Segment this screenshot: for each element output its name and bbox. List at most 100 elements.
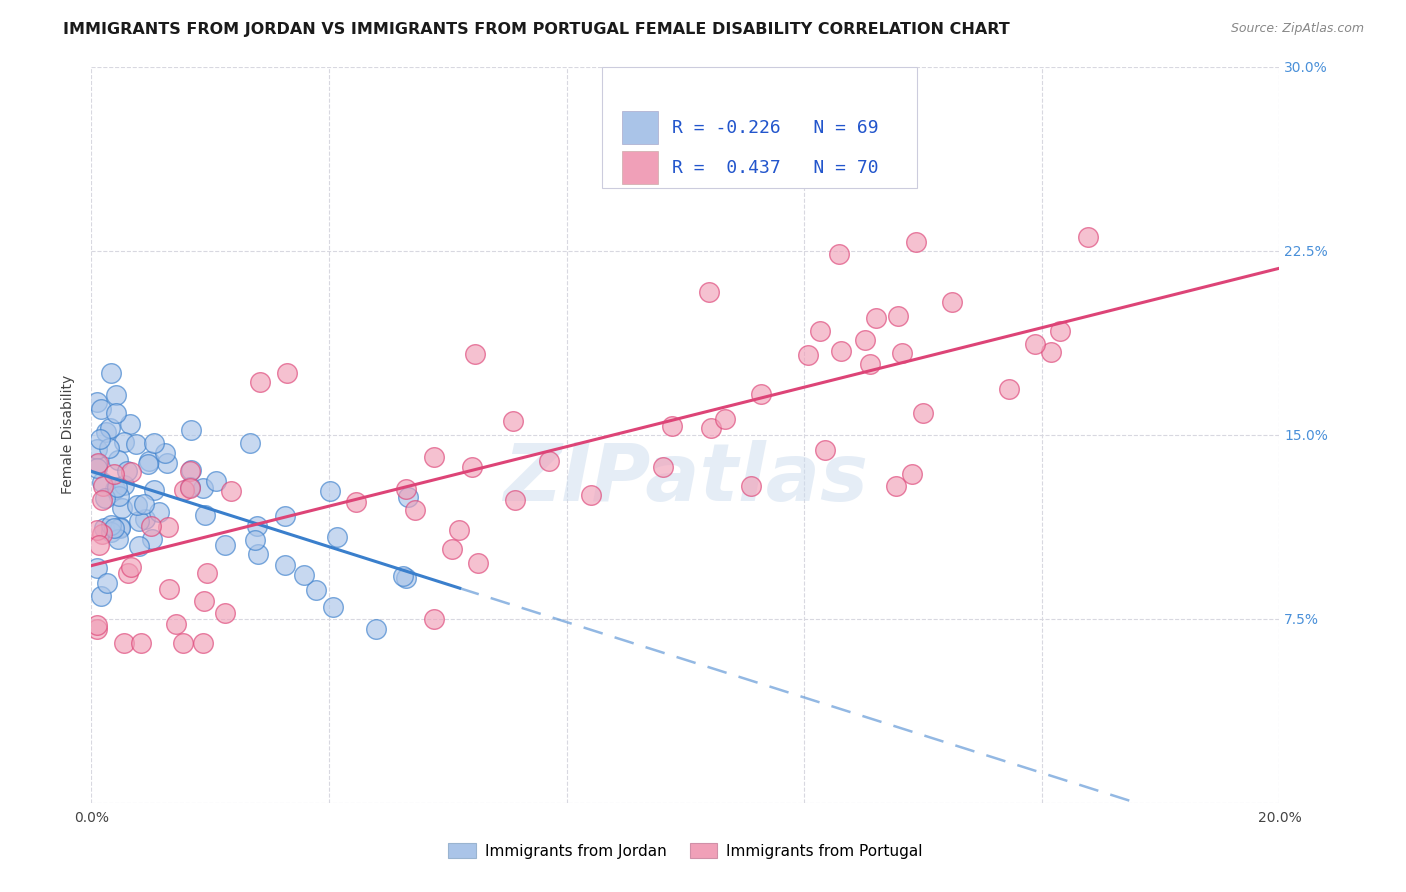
Point <box>749 386 772 401</box>
Point <box>98 421 121 435</box>
Point <box>997 383 1019 397</box>
Point <box>651 459 673 474</box>
Point <box>461 460 484 475</box>
Point <box>157 582 180 597</box>
Point <box>111 501 134 516</box>
Point <box>87 538 110 552</box>
Point <box>503 493 526 508</box>
Point <box>87 456 110 470</box>
Point <box>136 457 159 471</box>
FancyBboxPatch shape <box>623 111 658 145</box>
Point <box>941 294 963 309</box>
Point <box>243 533 266 547</box>
Point <box>464 347 486 361</box>
Point <box>467 556 489 570</box>
Point <box>274 558 297 573</box>
Point <box>138 454 160 468</box>
Point <box>205 474 228 488</box>
Point <box>246 519 269 533</box>
Point <box>700 420 723 434</box>
Point <box>740 479 762 493</box>
FancyBboxPatch shape <box>623 151 658 184</box>
Point <box>912 406 935 420</box>
Point <box>246 547 269 561</box>
Point <box>100 367 122 381</box>
Point <box>890 346 912 360</box>
Point <box>143 483 166 498</box>
Point <box>90 589 112 603</box>
Point <box>86 394 108 409</box>
Point <box>195 566 218 581</box>
Point <box>179 479 201 493</box>
Point <box>104 482 127 496</box>
Point <box>112 478 135 492</box>
Point <box>884 478 907 492</box>
Point <box>326 530 349 544</box>
Point <box>105 406 128 420</box>
Point <box>165 617 187 632</box>
Point <box>118 417 141 431</box>
Point <box>239 436 262 450</box>
Point <box>396 490 419 504</box>
Point <box>134 512 156 526</box>
Point <box>107 453 129 467</box>
Point <box>447 523 470 537</box>
Text: R = -0.226   N = 69: R = -0.226 N = 69 <box>672 119 879 136</box>
Point <box>125 436 148 450</box>
Point <box>93 521 115 535</box>
Point <box>661 418 683 433</box>
Point <box>94 425 117 439</box>
Point <box>180 423 202 437</box>
Point <box>318 484 340 499</box>
Point <box>797 348 820 362</box>
Point <box>322 600 344 615</box>
Point <box>117 566 139 580</box>
Point <box>900 467 922 482</box>
Point <box>344 494 367 508</box>
Point <box>103 467 125 482</box>
Point <box>98 442 121 456</box>
Point <box>179 481 201 495</box>
Point <box>128 539 150 553</box>
Point <box>865 311 887 326</box>
Point <box>859 357 882 371</box>
Point <box>502 414 524 428</box>
Point <box>1049 324 1071 338</box>
Point <box>90 401 112 416</box>
Point <box>441 541 464 556</box>
Point <box>1024 337 1046 351</box>
Point <box>107 532 129 546</box>
Point <box>131 636 153 650</box>
Point <box>179 464 201 478</box>
Point <box>157 520 180 534</box>
Point <box>814 442 837 457</box>
Point <box>139 519 162 533</box>
Point <box>828 247 851 261</box>
Point <box>141 532 163 546</box>
Point <box>581 488 603 502</box>
Point <box>305 583 328 598</box>
Point <box>714 411 737 425</box>
Point <box>120 466 142 480</box>
Point <box>91 479 114 493</box>
Text: IMMIGRANTS FROM JORDAN VS IMMIGRANTS FROM PORTUGAL FEMALE DISABILITY CORRELATION: IMMIGRANTS FROM JORDAN VS IMMIGRANTS FRO… <box>63 22 1010 37</box>
Point <box>219 483 242 498</box>
Point <box>292 568 315 582</box>
Point <box>108 521 131 535</box>
Point <box>249 376 271 390</box>
Point <box>114 435 136 450</box>
Point <box>86 457 108 471</box>
Point <box>887 309 910 323</box>
Point <box>193 508 215 522</box>
Point <box>180 463 202 477</box>
Point <box>276 366 298 380</box>
Point <box>115 464 138 478</box>
Point <box>94 491 117 505</box>
Point <box>153 445 176 459</box>
Point <box>1040 344 1063 359</box>
Point <box>110 519 132 533</box>
Point <box>830 343 852 358</box>
Point <box>96 576 118 591</box>
Point <box>112 636 135 650</box>
Point <box>90 492 112 507</box>
